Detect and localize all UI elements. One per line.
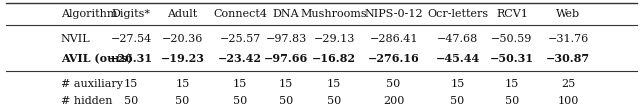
Text: Algorithm: Algorithm — [61, 9, 117, 19]
Text: −16.82: −16.82 — [312, 53, 356, 64]
Text: Mushrooms: Mushrooms — [301, 9, 367, 19]
Text: −47.68: −47.68 — [437, 34, 478, 44]
Text: Ocr-letters: Ocr-letters — [427, 9, 488, 19]
Text: −50.59: −50.59 — [492, 34, 532, 44]
Text: DNA: DNA — [273, 9, 300, 19]
Text: 50: 50 — [505, 96, 519, 105]
Text: −29.13: −29.13 — [314, 34, 355, 44]
Text: Digits*: Digits* — [112, 9, 150, 19]
Text: −27.54: −27.54 — [111, 34, 152, 44]
Text: 100: 100 — [557, 96, 579, 105]
Text: −31.76: −31.76 — [548, 34, 589, 44]
Text: −97.83: −97.83 — [266, 34, 307, 44]
Text: −23.42: −23.42 — [218, 53, 262, 64]
Text: 200: 200 — [383, 96, 404, 105]
Text: −276.16: −276.16 — [368, 53, 419, 64]
Text: 50: 50 — [279, 96, 293, 105]
Text: −45.44: −45.44 — [435, 53, 480, 64]
Text: 50: 50 — [387, 79, 401, 89]
Text: 50: 50 — [327, 96, 341, 105]
Text: Adult: Adult — [167, 9, 198, 19]
Text: RCV1: RCV1 — [496, 9, 528, 19]
Text: # auxiliary: # auxiliary — [61, 79, 123, 89]
Text: −50.31: −50.31 — [490, 53, 534, 64]
Text: 15: 15 — [124, 79, 138, 89]
Text: 15: 15 — [327, 79, 341, 89]
Text: AVIL (ours): AVIL (ours) — [61, 53, 132, 64]
Text: −25.57: −25.57 — [220, 34, 260, 44]
Text: −286.41: −286.41 — [369, 34, 418, 44]
Text: −19.23: −19.23 — [161, 53, 204, 64]
Text: 50: 50 — [233, 96, 247, 105]
Text: −30.87: −30.87 — [547, 53, 590, 64]
Text: 50: 50 — [124, 96, 138, 105]
Text: 15: 15 — [505, 79, 519, 89]
Text: −97.66: −97.66 — [264, 53, 308, 64]
Text: # hidden: # hidden — [61, 96, 112, 105]
Text: 25: 25 — [561, 79, 575, 89]
Text: 15: 15 — [279, 79, 293, 89]
Text: −26.31: −26.31 — [109, 53, 153, 64]
Text: 15: 15 — [175, 79, 189, 89]
Text: 50: 50 — [175, 96, 189, 105]
Text: 15: 15 — [451, 79, 465, 89]
Text: 15: 15 — [233, 79, 247, 89]
Text: 50: 50 — [451, 96, 465, 105]
Text: Connect4: Connect4 — [213, 9, 267, 19]
Text: −20.36: −20.36 — [162, 34, 203, 44]
Text: NVIL: NVIL — [61, 34, 90, 44]
Text: Web: Web — [556, 9, 580, 19]
Text: NIPS-0-12: NIPS-0-12 — [364, 9, 423, 19]
